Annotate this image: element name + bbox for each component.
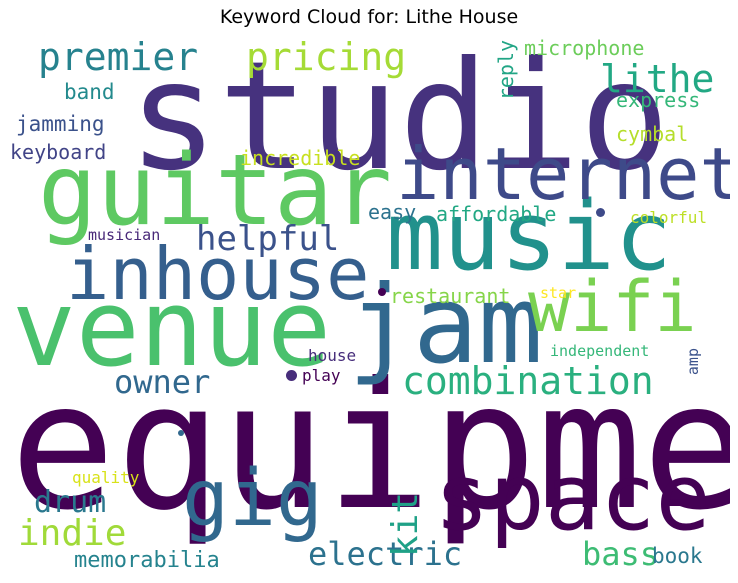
word-guitar: guitar bbox=[38, 134, 393, 248]
word-independent: independent bbox=[550, 342, 650, 360]
word-cloud: studioequipmentguitarmusicvenuejamspacei… bbox=[10, 38, 730, 578]
word-lithe: lithe bbox=[600, 57, 715, 101]
word-reply: reply bbox=[494, 40, 518, 101]
word-internet: internet bbox=[396, 132, 730, 216]
word-play: play bbox=[302, 366, 341, 385]
word-easy: easy bbox=[368, 200, 417, 224]
dot-mark bbox=[596, 208, 605, 217]
dot-mark bbox=[378, 288, 386, 296]
word-space: space bbox=[434, 444, 711, 551]
word-colorful: colorful bbox=[630, 208, 708, 227]
word-indie: indie bbox=[18, 513, 127, 554]
word-microphone: microphone bbox=[524, 38, 645, 60]
dot-mark bbox=[178, 430, 184, 436]
word-band: band bbox=[64, 80, 115, 104]
word-wifi: wifi bbox=[528, 266, 697, 348]
dot-mark bbox=[286, 370, 297, 381]
word-equipment: equipment bbox=[10, 346, 730, 549]
word-helpful: helpful bbox=[196, 219, 340, 259]
word-affordable: affordable bbox=[436, 202, 557, 226]
word-cymbal: cymbal bbox=[616, 122, 689, 146]
word-restaurant: restaurant bbox=[390, 284, 511, 308]
word-bass: bass bbox=[582, 535, 660, 573]
word-venue: venue bbox=[12, 267, 332, 390]
word-music: music bbox=[386, 182, 672, 292]
word-premier: premier bbox=[38, 38, 199, 79]
word-express: express bbox=[616, 88, 701, 112]
word-electric: electric bbox=[308, 535, 463, 573]
word-amp: amp bbox=[684, 348, 702, 376]
word-quality: quality bbox=[72, 468, 140, 487]
word-studio: studio bbox=[128, 38, 670, 204]
word-owner: owner bbox=[114, 363, 211, 401]
word-jamming: jamming bbox=[16, 112, 105, 136]
word-house: house bbox=[308, 346, 357, 365]
word-musician: musician bbox=[88, 226, 161, 244]
word-inhouse: inhouse bbox=[66, 232, 370, 316]
word-pricing: pricing bbox=[246, 38, 407, 79]
word-incredible: incredible bbox=[240, 146, 361, 170]
word-drum: drum bbox=[34, 485, 107, 520]
word-kit: kit bbox=[385, 492, 426, 558]
word-book: book bbox=[652, 544, 703, 568]
word-gig: gig bbox=[182, 454, 323, 544]
word-memorabilia: memorabilia bbox=[74, 548, 220, 573]
chart-title: Keyword Cloud for: Lithe House bbox=[219, 6, 519, 28]
word-star: star bbox=[540, 284, 577, 302]
word-keyboard: keyboard bbox=[10, 140, 107, 164]
word-combination: combination bbox=[402, 359, 654, 403]
